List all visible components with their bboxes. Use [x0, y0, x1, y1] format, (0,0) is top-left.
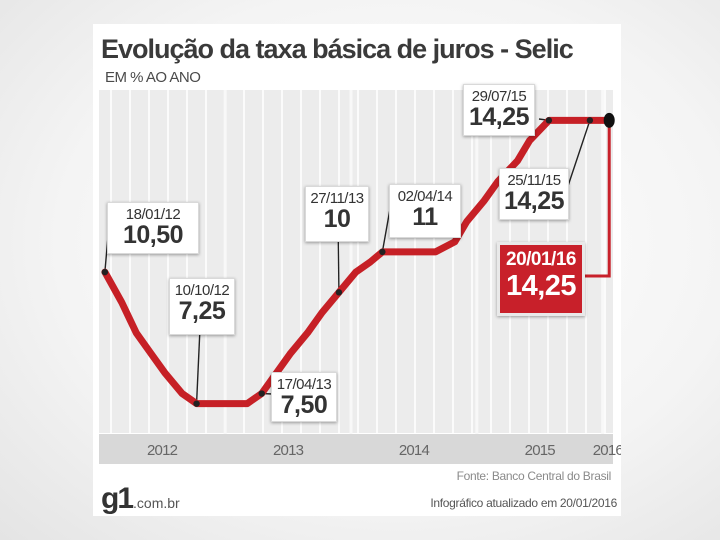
x-tick-label: 2013 [273, 442, 304, 459]
infographic-card: Evolução da taxa básica de juros - Selic… [93, 24, 621, 516]
g1-logo: g1 .com.br [101, 482, 180, 516]
x-axis-band [99, 434, 613, 464]
x-tick-label: 2016 [593, 442, 621, 459]
x-axis-ticks: 2012 2013 2014 2015 2016 [147, 442, 621, 459]
callout: 25/11/15 14,25 [499, 168, 569, 220]
data-point-marker [335, 289, 343, 296]
data-point-marker [258, 390, 265, 397]
data-point-marker [545, 117, 553, 124]
callout-value: 14,25 [468, 103, 530, 131]
callout-highlight: 20/01/16 14,25 [497, 242, 585, 316]
data-point-marker [101, 268, 109, 276]
chart-subtitle: EM % AO ANO [105, 69, 201, 86]
callout: 29/07/15 14,25 [463, 84, 535, 136]
callout-date: 17/04/13 [276, 376, 332, 393]
series-layer [101, 116, 613, 408]
data-point-marker [379, 248, 386, 256]
callout-leader [579, 120, 611, 278]
callout: 17/04/13 7,50 [271, 372, 337, 422]
callout: 18/01/12 10,50 [107, 202, 199, 254]
callout-value: 10 [323, 205, 351, 233]
callout: 02/04/14 11 [389, 184, 461, 238]
callout-leader [565, 120, 591, 193]
logo-domain: .com.br [133, 495, 180, 511]
chart-title: Evolução da taxa básica de juros - Selic [101, 34, 574, 64]
callout-date: 02/04/14 [397, 188, 453, 205]
callout-value: 7,25 [178, 297, 226, 325]
x-tick-label: 2014 [399, 442, 430, 459]
x-tick-label: 2012 [147, 442, 178, 459]
callout-leader [381, 208, 391, 253]
callout-value: 14,25 [503, 187, 565, 215]
callout-date: 20/01/16 [506, 249, 576, 270]
callout-date: 25/11/15 [507, 172, 561, 189]
callout-value: 10,50 [122, 221, 184, 249]
marker-layer [101, 112, 615, 407]
logo-mark: g1 [101, 482, 134, 515]
data-point-marker [603, 112, 615, 128]
source-note: Fonte: Banco Central do Brasil [456, 469, 612, 483]
callout-date: 10/10/12 [174, 282, 230, 299]
x-tick-label: 2015 [525, 442, 556, 459]
callout-date: 27/11/13 [310, 190, 364, 207]
series-line [101, 116, 613, 408]
selic-line-chart: 2012 2013 2014 2015 2016 [99, 90, 621, 464]
data-point-marker [193, 400, 200, 407]
callout: 10/10/12 7,25 [169, 278, 235, 335]
callout: 27/11/13 10 [305, 186, 369, 242]
updated-note: Infográfico atualizado em 20/01/2016 [430, 496, 617, 510]
callout-value: 14,25 [505, 270, 577, 302]
callout-date: 18/01/12 [125, 206, 181, 223]
data-point-marker [586, 117, 594, 124]
callout-value: 7,50 [280, 391, 328, 419]
callout-value: 11 [412, 203, 438, 231]
callout-date: 29/07/15 [471, 88, 527, 105]
